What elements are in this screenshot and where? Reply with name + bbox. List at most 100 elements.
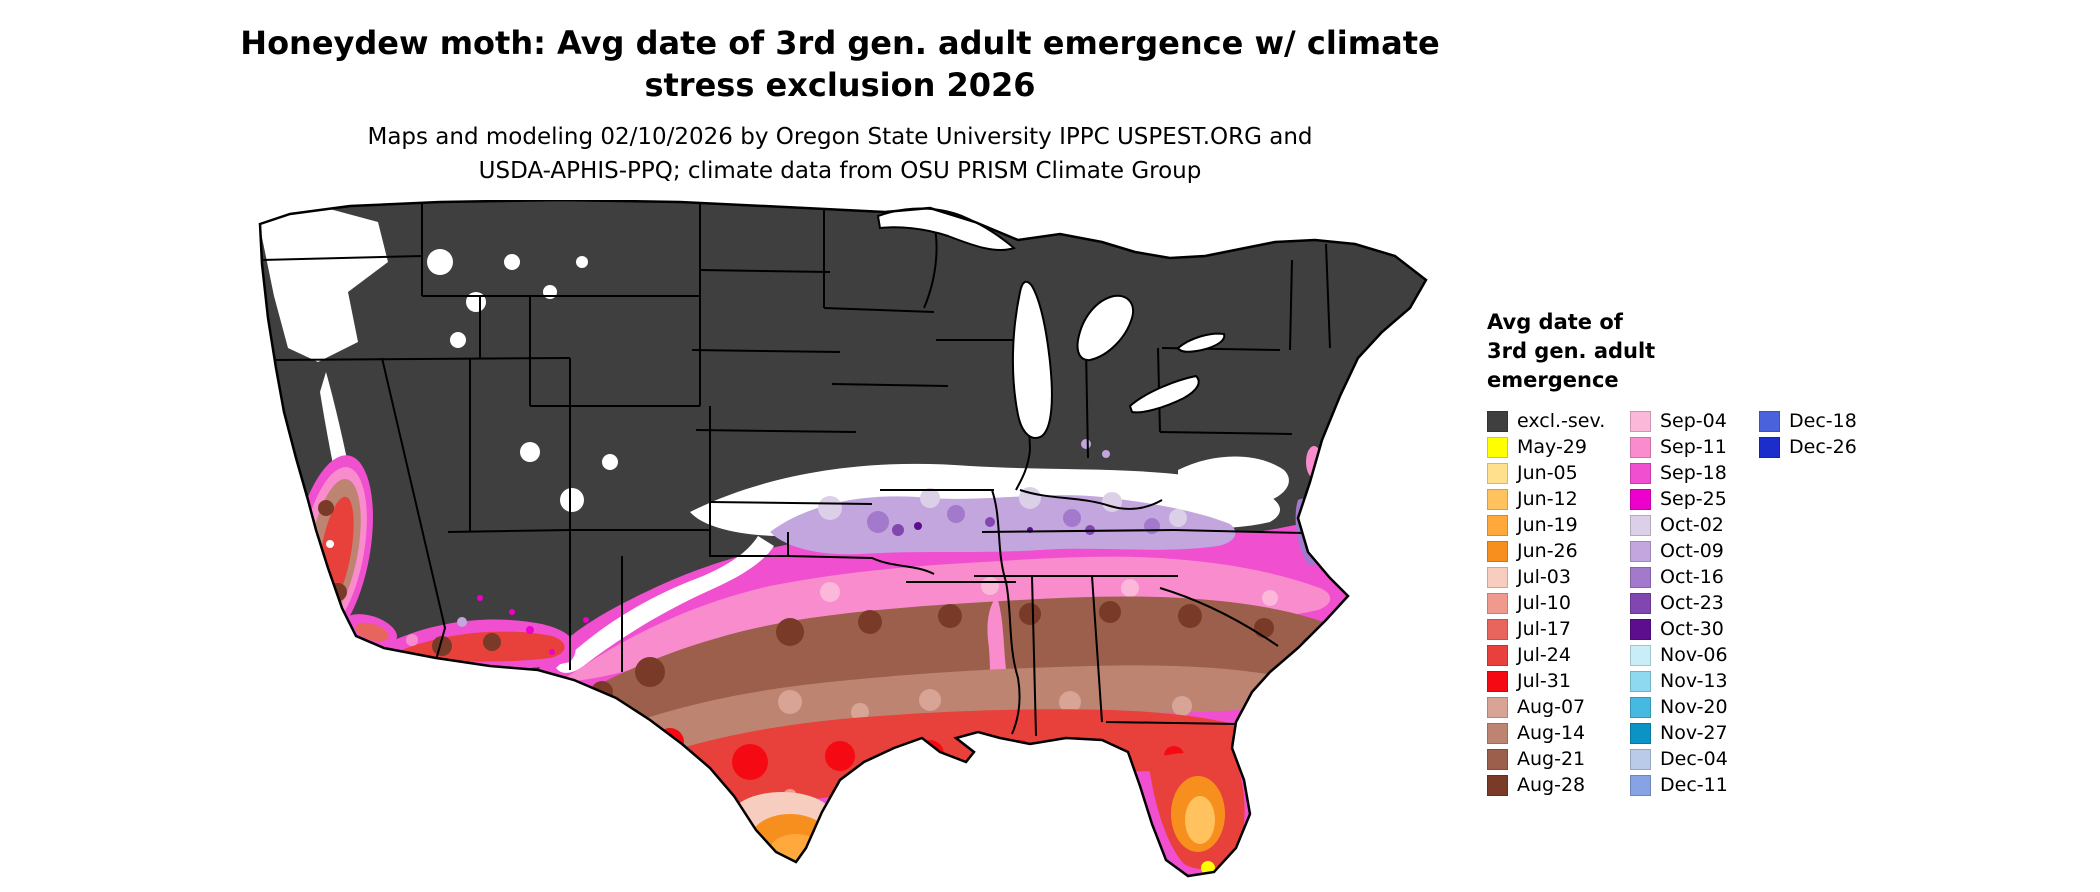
map-white-areas bbox=[260, 208, 618, 573]
legend-entry: Dec-26 bbox=[1759, 434, 1857, 460]
legend-entry: Sep-18 bbox=[1630, 460, 1759, 486]
legend-entry: Oct-23 bbox=[1630, 590, 1759, 616]
legend-swatch bbox=[1630, 618, 1651, 640]
legend-swatch bbox=[1630, 488, 1651, 510]
legend-entry: Dec-11 bbox=[1630, 772, 1759, 798]
map-legend: Avg date of 3rd gen. adult emergence exc… bbox=[1487, 308, 1857, 798]
legend-swatch bbox=[1487, 644, 1508, 666]
legend-entry: Sep-04 bbox=[1630, 408, 1759, 434]
legend-entry: Nov-06 bbox=[1630, 642, 1759, 668]
legend-column: Dec-18 Dec-26 bbox=[1759, 408, 1857, 798]
map-lakes bbox=[876, 207, 1226, 439]
legend-entry: Oct-16 bbox=[1630, 564, 1759, 590]
legend-swatch bbox=[1487, 618, 1508, 640]
legend-entry-label: Jun-05 bbox=[1517, 462, 1578, 484]
legend-entry-label: Oct-16 bbox=[1660, 566, 1724, 588]
legend-entry-label: Dec-11 bbox=[1660, 774, 1728, 796]
legend-swatch bbox=[1630, 696, 1651, 718]
legend-entry: Aug-21 bbox=[1487, 746, 1630, 772]
legend-entry-label: Jul-03 bbox=[1517, 566, 1571, 588]
legend-columns: excl.-sev. May-29 Jun-05 Jun-12 Jun-19 Jun-26… bbox=[1487, 408, 1857, 798]
legend-swatch bbox=[1630, 722, 1651, 744]
legend-column: Sep-04 Sep-11 Sep-18 Sep-25 Oct-02 Oct-09 Oct-… bbox=[1630, 408, 1759, 798]
legend-title-line-1: Avg date of bbox=[1487, 310, 1623, 334]
title-line-2: stress exclusion 2026 bbox=[644, 66, 1036, 104]
legend-entry-label: Oct-30 bbox=[1660, 618, 1724, 640]
legend-entry: Jul-24 bbox=[1487, 642, 1630, 668]
legend-entry: Aug-07 bbox=[1487, 694, 1630, 720]
legend-swatch bbox=[1630, 566, 1651, 588]
legend-swatch bbox=[1759, 436, 1780, 458]
legend-entry: Dec-04 bbox=[1630, 746, 1759, 772]
legend-entry-label: Sep-25 bbox=[1660, 488, 1727, 510]
legend-entry: Jul-10 bbox=[1487, 590, 1630, 616]
lake-michigan bbox=[1011, 280, 1053, 439]
legend-entry-label: Jul-31 bbox=[1517, 670, 1571, 692]
legend-entry: Sep-11 bbox=[1630, 434, 1759, 460]
lake-huron bbox=[1076, 294, 1134, 362]
legend-swatch bbox=[1487, 436, 1508, 458]
legend-swatch bbox=[1487, 410, 1508, 432]
legend-swatch bbox=[1487, 696, 1508, 718]
legend-entry-label: Sep-18 bbox=[1660, 462, 1727, 484]
legend-swatch bbox=[1630, 774, 1651, 796]
legend-swatch bbox=[1487, 514, 1508, 536]
legend-entry: Aug-14 bbox=[1487, 720, 1630, 746]
legend-swatch bbox=[1630, 540, 1651, 562]
legend-swatch bbox=[1630, 644, 1651, 666]
legend-entry-label: Jul-10 bbox=[1517, 592, 1571, 614]
legend-title: Avg date of 3rd gen. adult emergence bbox=[1487, 308, 1857, 395]
legend-entry-label: Nov-13 bbox=[1660, 670, 1728, 692]
page-title: Honeydew moth: Avg date of 3rd gen. adul… bbox=[0, 22, 1680, 106]
legend-entry-label: excl.-sev. bbox=[1517, 410, 1606, 432]
lake-ontario bbox=[1176, 332, 1226, 353]
legend-swatch bbox=[1487, 566, 1508, 588]
legend-entry: Aug-28 bbox=[1487, 772, 1630, 798]
legend-swatch bbox=[1630, 514, 1651, 536]
page-subtitle: Maps and modeling 02/10/2026 by Oregon S… bbox=[0, 120, 1680, 188]
legend-entry-label: Oct-02 bbox=[1660, 514, 1724, 536]
legend-swatch bbox=[1487, 774, 1508, 796]
legend-swatch bbox=[1630, 436, 1651, 458]
legend-entry: Jun-12 bbox=[1487, 486, 1630, 512]
legend-swatch bbox=[1487, 592, 1508, 614]
legend-swatch bbox=[1487, 670, 1508, 692]
legend-swatch bbox=[1487, 540, 1508, 562]
legend-entry: Oct-30 bbox=[1630, 616, 1759, 642]
legend-swatch bbox=[1487, 748, 1508, 770]
legend-swatch bbox=[1487, 488, 1508, 510]
legend-entry-label: Jul-17 bbox=[1517, 618, 1571, 640]
map-outline bbox=[258, 200, 1428, 878]
legend-entry-label: Jun-26 bbox=[1517, 540, 1578, 562]
legend-swatch bbox=[1630, 670, 1651, 692]
legend-entry: Jul-03 bbox=[1487, 564, 1630, 590]
legend-entry: excl.-sev. bbox=[1487, 408, 1630, 434]
legend-entry: Dec-18 bbox=[1759, 408, 1857, 434]
legend-title-line-2: 3rd gen. adult bbox=[1487, 339, 1656, 363]
legend-entry: Jun-26 bbox=[1487, 538, 1630, 564]
legend-swatch bbox=[1630, 748, 1651, 770]
us-map bbox=[230, 200, 1440, 890]
legend-entry-label: Jun-19 bbox=[1517, 514, 1578, 536]
legend-entry: Nov-13 bbox=[1630, 668, 1759, 694]
legend-entry: Jun-19 bbox=[1487, 512, 1630, 538]
legend-entry-label: Sep-04 bbox=[1660, 410, 1727, 432]
legend-entry-label: Sep-11 bbox=[1660, 436, 1727, 458]
map-state-borders bbox=[260, 202, 1349, 737]
legend-entry-label: Aug-14 bbox=[1517, 722, 1586, 744]
legend-entry-label: Dec-26 bbox=[1789, 436, 1857, 458]
legend-swatch bbox=[1487, 462, 1508, 484]
title-line-1: Honeydew moth: Avg date of 3rd gen. adul… bbox=[240, 24, 1440, 62]
legend-entry-label: May-29 bbox=[1517, 436, 1587, 458]
legend-entry: Sep-25 bbox=[1630, 486, 1759, 512]
legend-entry: Jun-05 bbox=[1487, 460, 1630, 486]
legend-title-line-3: emergence bbox=[1487, 368, 1619, 392]
legend-entry: Nov-20 bbox=[1630, 694, 1759, 720]
legend-entry-label: Aug-28 bbox=[1517, 774, 1586, 796]
legend-entry-label: Jul-24 bbox=[1517, 644, 1571, 666]
legend-entry-label: Dec-18 bbox=[1789, 410, 1857, 432]
legend-entry: Oct-02 bbox=[1630, 512, 1759, 538]
lake-erie bbox=[1128, 374, 1200, 414]
legend-entry: May-29 bbox=[1487, 434, 1630, 460]
